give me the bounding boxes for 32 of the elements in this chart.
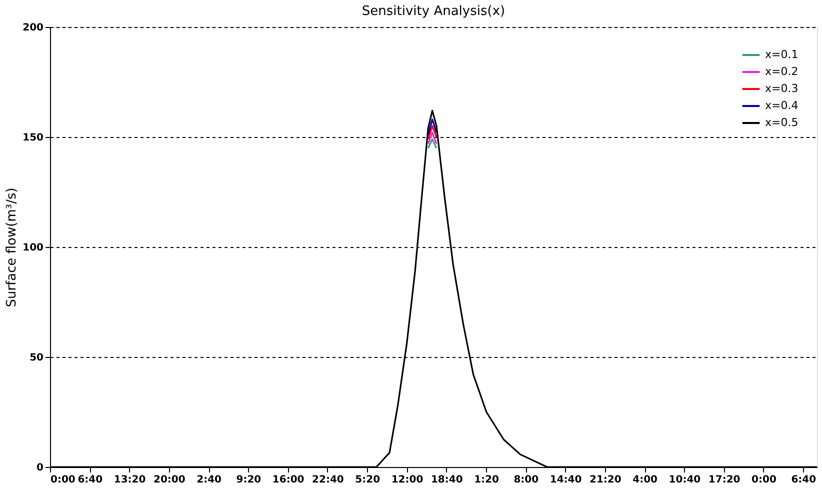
chart-title: Sensitivity Analysis(x) xyxy=(362,4,506,19)
legend-label: x=0.5 xyxy=(765,116,798,129)
x-tick-label: 0:00 xyxy=(752,474,776,486)
y-axis-title: Surface flow(m³/s) xyxy=(4,188,20,308)
x-tick-label: 16:00 xyxy=(272,474,304,486)
y-tick-label: 200 xyxy=(22,22,44,34)
x-tick-label: 4:00 xyxy=(632,474,658,486)
x-tick-label: 6:40 xyxy=(78,474,103,486)
y-tick-label: 150 xyxy=(22,132,44,144)
y-tick-label: 50 xyxy=(30,352,44,364)
x-tick-label: 12:00 xyxy=(391,474,424,486)
legend-label: x=0.4 xyxy=(765,99,798,112)
x-tick-label: 2:40 xyxy=(196,474,222,486)
x-tick-label: 5:20 xyxy=(355,474,380,486)
x-tick-label: 8:00 xyxy=(514,474,539,486)
x-tick-label: 14:40 xyxy=(550,474,582,486)
legend-label: x=0.3 xyxy=(765,82,798,95)
legend-label: x=0.2 xyxy=(765,65,798,78)
y-tick-label: 0 xyxy=(36,462,44,474)
x-tick-label: 6:40 xyxy=(791,474,816,486)
x-tick-label: 18:40 xyxy=(430,474,463,486)
x-tick-label: 20:00 xyxy=(153,474,186,486)
x-tick-label: 9:20 xyxy=(236,474,262,486)
x-tick-label: 22:40 xyxy=(312,474,344,486)
x-tick-label: 10:40 xyxy=(668,474,701,486)
x-tick-label: 21:20 xyxy=(590,474,622,486)
x-tick-label: 0:00 xyxy=(50,474,76,486)
legend-label: x=0.1 xyxy=(765,48,798,61)
y-tick-label: 100 xyxy=(22,242,44,254)
x-tick-label: 1:20 xyxy=(474,474,499,486)
x-tick-label: 17:20 xyxy=(708,474,740,486)
x-tick-label: 13:20 xyxy=(114,474,146,486)
